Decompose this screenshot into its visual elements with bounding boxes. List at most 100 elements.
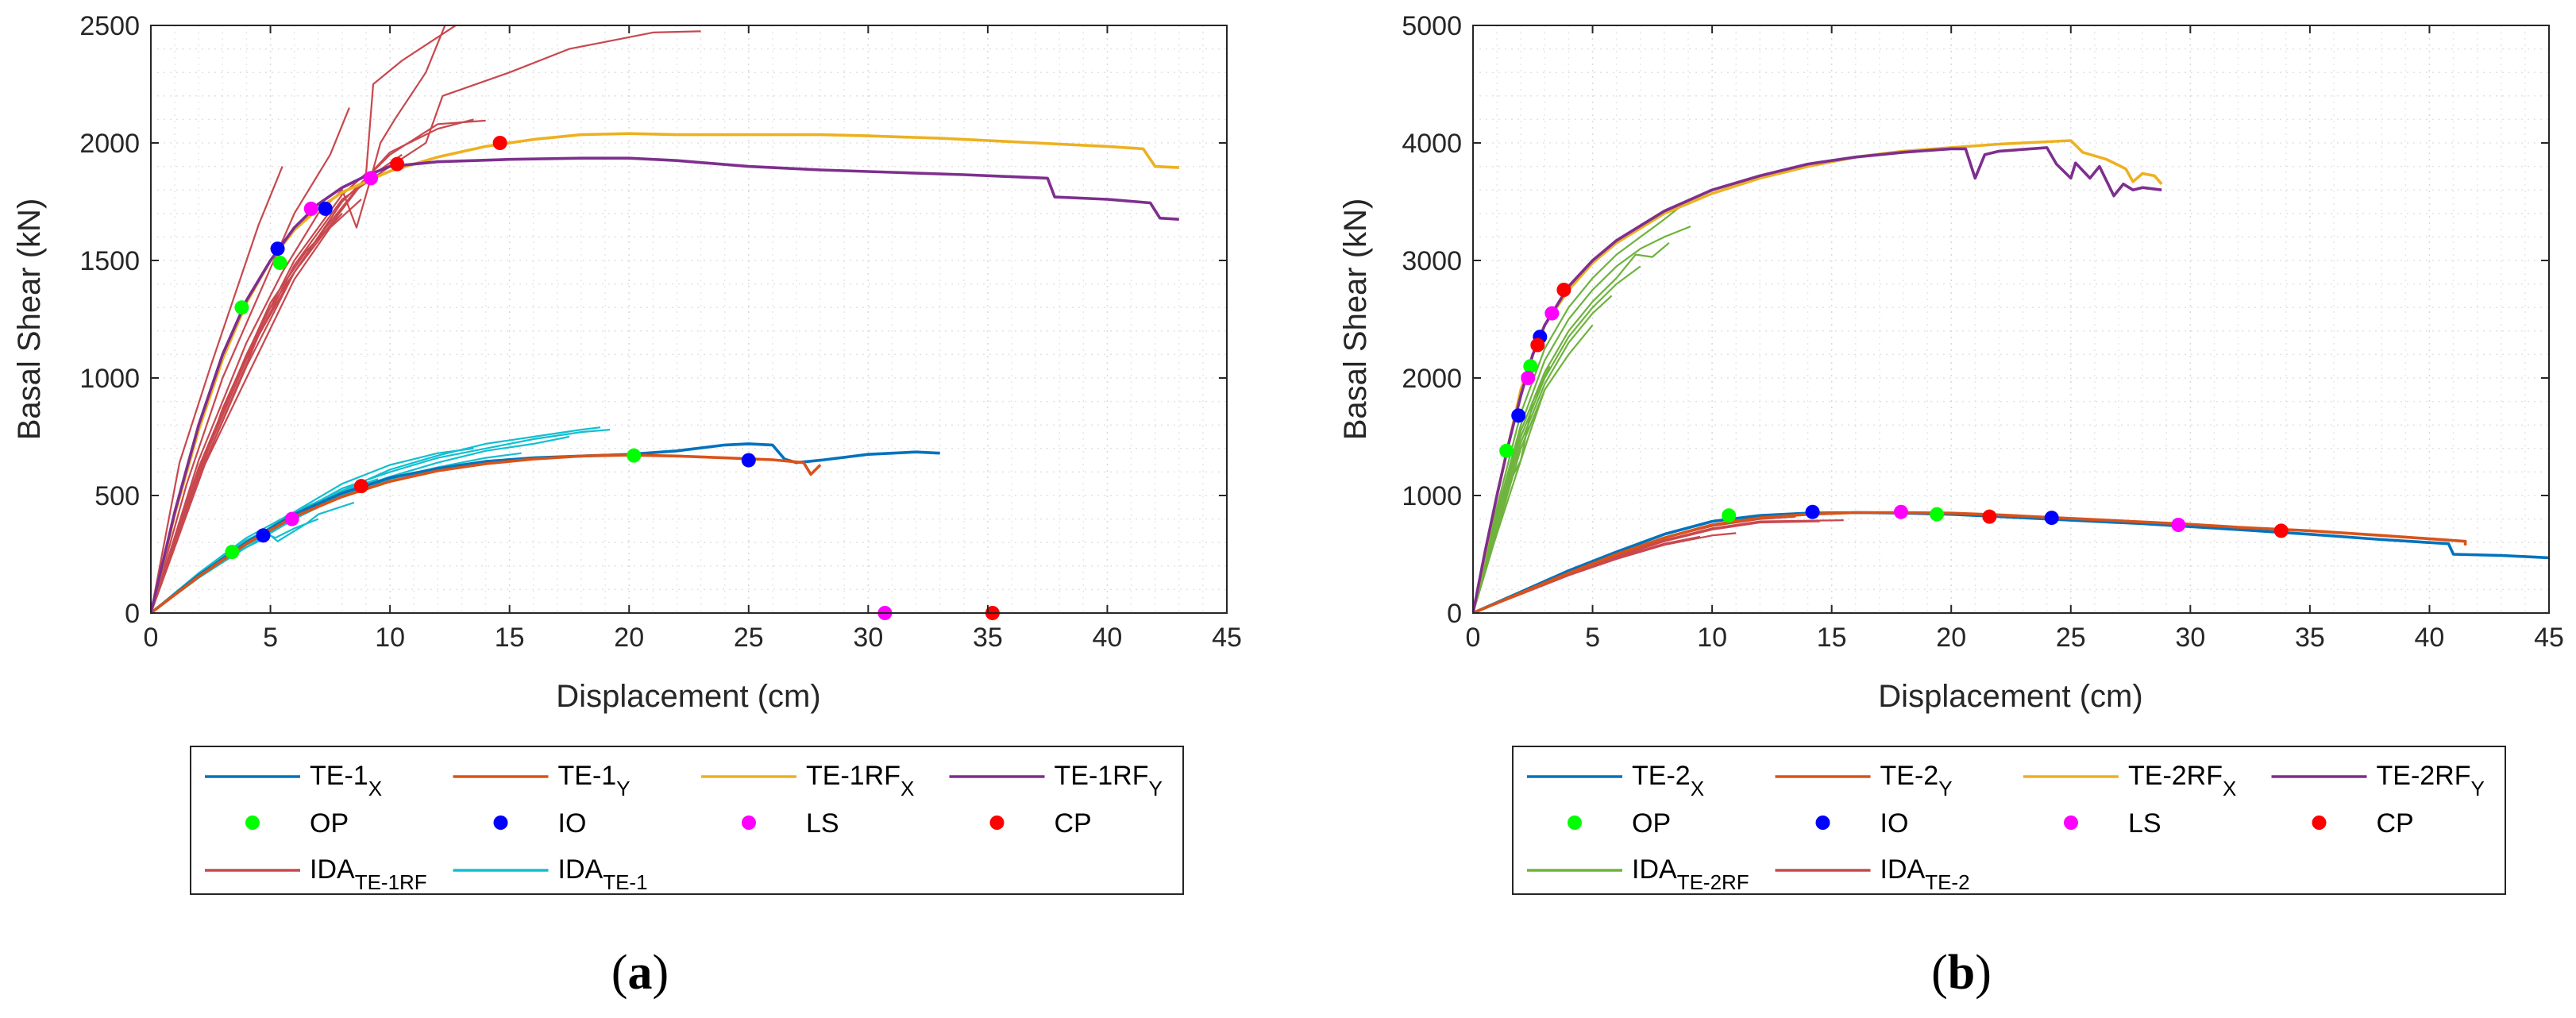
series-line-te-1-y bbox=[151, 453, 822, 613]
legend-marker-swatch bbox=[493, 816, 508, 830]
y-tick-label: 0 bbox=[125, 599, 140, 629]
series-line-te-1rf-y bbox=[151, 156, 1179, 613]
marker-cp bbox=[390, 156, 405, 172]
legend-label: OP bbox=[1632, 808, 1671, 839]
y-tick-label: 1000 bbox=[1402, 481, 1462, 511]
legend-marker-swatch bbox=[1568, 816, 1582, 830]
y-tick-label: 1000 bbox=[79, 364, 140, 394]
marker-io bbox=[318, 201, 333, 216]
ida-curve-ida_te-2rf bbox=[1473, 265, 1641, 613]
legend-label: CP bbox=[2377, 808, 2414, 839]
y-tick-label: 5000 bbox=[1402, 11, 1462, 41]
marker-op bbox=[1499, 443, 1514, 458]
legend-marker-swatch bbox=[245, 816, 260, 830]
ida-curve-ida_te-1rf bbox=[151, 107, 350, 613]
panel-b-axes-box bbox=[1472, 25, 2550, 614]
legend-label: TE-1X bbox=[310, 761, 382, 800]
legend-label: OP bbox=[310, 808, 349, 839]
marker-cp bbox=[2273, 523, 2289, 538]
ida-curve-ida_te-2rf bbox=[1473, 295, 1613, 613]
marker-ls bbox=[364, 171, 379, 186]
x-tick-label: 0 bbox=[1466, 623, 1481, 653]
panel-a-markers bbox=[225, 136, 1000, 620]
panel-a-ticks: 0 5 10 15 20 25 30 35 40 45 0 500 1000 1500 2000 2500 bbox=[79, 11, 1242, 653]
legend-marker-swatch bbox=[2312, 816, 2327, 830]
x-tick-label: 10 bbox=[375, 623, 405, 653]
legend-label: TE-1RFX bbox=[806, 761, 914, 800]
x-tick-label: 15 bbox=[1817, 623, 1847, 653]
x-tick-label: 10 bbox=[1697, 623, 1727, 653]
legend-label: IO bbox=[558, 808, 587, 839]
x-tick-label: 35 bbox=[2295, 623, 2325, 653]
legend-label: TE-1Y bbox=[558, 761, 631, 800]
panel-b-y-axis-label: Basal Shear (kN) bbox=[1338, 199, 1373, 441]
y-tick-label: 4000 bbox=[1402, 129, 1462, 159]
panel-a-label: (a) bbox=[611, 946, 669, 1000]
legend-marker-swatch bbox=[742, 816, 756, 830]
legend-label: LS bbox=[806, 808, 839, 839]
marker-io bbox=[270, 241, 285, 256]
legend-marker-swatch bbox=[989, 816, 1005, 830]
panel-a-legend: TE-1X TE-1Y TE-1RFX TE-1RFY OP IO LS CP IDATE-1R… bbox=[190, 746, 1184, 895]
marker-cp bbox=[1556, 283, 1571, 297]
legend-label: TE-2Y bbox=[1880, 761, 1953, 800]
x-tick-label: 15 bbox=[495, 623, 525, 653]
panel-b-ticks: 0 5 10 15 20 25 30 35 40 45 0 1000 2000 3000 4000 5000 bbox=[1402, 11, 2564, 653]
y-tick-label: 2000 bbox=[1402, 364, 1462, 394]
marker-op bbox=[272, 255, 287, 270]
marker-op bbox=[1930, 507, 1945, 522]
legend-label: IDATE-2 bbox=[1880, 854, 1970, 894]
x-tick-label: 35 bbox=[973, 623, 1003, 653]
legend-label: TE-2X bbox=[1632, 761, 1704, 800]
marker-op bbox=[225, 545, 240, 560]
marker-io bbox=[2044, 511, 2059, 526]
panel-a-plot-area bbox=[151, 25, 1227, 613]
marker-cp bbox=[1530, 337, 1545, 353]
legend-label: TE-1RFY bbox=[1055, 761, 1163, 800]
legend-marker-swatch bbox=[2064, 816, 2078, 830]
panel-b-label: (b) bbox=[1931, 946, 1992, 1000]
x-tick-label: 0 bbox=[144, 623, 159, 653]
marker-op bbox=[1722, 508, 1737, 523]
marker-op bbox=[627, 448, 642, 463]
ida-curve-ida_te-1rf bbox=[151, 166, 283, 613]
panel-a-legend-entries: TE-1X TE-1Y TE-1RFX TE-1RFY OP IO LS CP IDATE-1R… bbox=[205, 761, 1163, 894]
marker-ls bbox=[284, 511, 299, 526]
panel-b-legend-box bbox=[1512, 746, 2506, 895]
legend-marker-swatch bbox=[1815, 816, 1830, 830]
panel-b-ida-curves bbox=[1473, 203, 1844, 613]
panel-b-legend-entries: TE-2X TE-2Y TE-2RFX TE-2RFY OP IO LS CP IDATE-2R… bbox=[1527, 761, 2485, 894]
panel-b-x-axis-label: Displacement (cm) bbox=[1878, 679, 2142, 714]
legend-label: TE-2RFY bbox=[2377, 761, 2485, 800]
legend-label: TE-2RFX bbox=[2128, 761, 2236, 800]
ida-curve-ida_te-1rf bbox=[151, 213, 343, 613]
x-tick-label: 20 bbox=[1936, 623, 1966, 653]
panel-b-legend: TE-2X TE-2Y TE-2RFX TE-2RFY OP IO LS CP IDATE-2R… bbox=[1512, 746, 2506, 895]
x-tick-label: 45 bbox=[2534, 623, 2564, 653]
marker-cp bbox=[353, 479, 368, 494]
marker-ls bbox=[1521, 371, 1536, 385]
marker-op bbox=[234, 300, 249, 315]
panel-b-chart: 0 5 10 15 20 25 30 35 40 45010002000300040005000 … bbox=[1338, 11, 2564, 1000]
panel-a-chart: 0 5 10 15 20 25 30 35 40 45 0 500 1000 1500 2000 2500 D… bbox=[12, 11, 1242, 1000]
y-tick-label: 1500 bbox=[79, 246, 140, 276]
marker-io bbox=[256, 528, 271, 543]
marker-ls bbox=[2171, 518, 2186, 532]
panel-a-y-axis-label: Basal Shear (kN) bbox=[12, 199, 47, 441]
marker-io bbox=[741, 453, 756, 468]
legend-label: IO bbox=[1880, 808, 1909, 839]
ida-curve-ida_te-2rf bbox=[1473, 226, 1691, 613]
marker-io bbox=[1511, 408, 1526, 423]
x-tick-label: 25 bbox=[734, 623, 764, 653]
x-tick-label: 20 bbox=[614, 623, 644, 653]
legend-label: IDATE-1 bbox=[558, 854, 648, 894]
panel-a-x-axis-label: Displacement (cm) bbox=[556, 679, 820, 714]
panel-a-axes-box bbox=[150, 25, 1228, 614]
x-tick-label: 5 bbox=[263, 623, 278, 653]
y-tick-label: 0 bbox=[1447, 599, 1462, 629]
marker-cp bbox=[492, 136, 507, 150]
series-line-te-2-x bbox=[1473, 511, 2549, 613]
legend-label: IDATE-2RF bbox=[1632, 854, 1749, 894]
panel-b-plot-area bbox=[1473, 25, 2549, 613]
